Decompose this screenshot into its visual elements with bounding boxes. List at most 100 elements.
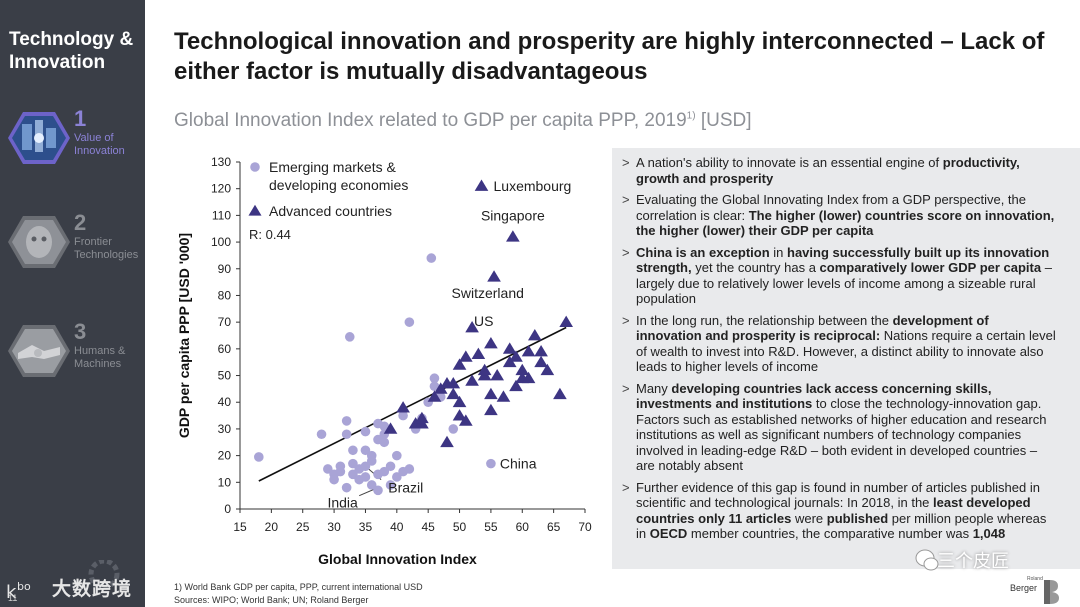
x-tick-label: 45	[422, 520, 436, 534]
emerging-market-point	[360, 472, 371, 482]
emerging-market-point	[360, 445, 371, 456]
emerging-market-point	[348, 469, 358, 480]
note-text: yet the country has a	[691, 260, 820, 275]
note-bold-text: having successfully built up its innovat…	[636, 244, 1050, 276]
x-tick-label: 65	[547, 520, 561, 534]
x-tick-label: 35	[359, 520, 373, 534]
x-tick-label: 15	[233, 520, 247, 534]
point-annotation: China	[500, 456, 537, 472]
chart-subtitle: Global Innovation Index related to GDP p…	[174, 110, 752, 132]
y-tick-label: 100	[211, 235, 231, 249]
point-annotation: India	[327, 494, 358, 510]
logo-roland-text: Roland	[1027, 576, 1043, 582]
emerging-market-point	[486, 458, 496, 469]
advanced-country-point	[427, 390, 442, 402]
advanced-country-point	[509, 350, 523, 362]
emerging-market-point	[335, 461, 346, 472]
advanced-country-point	[471, 347, 486, 360]
point-annotation: Brazil	[388, 480, 423, 496]
advanced-country-point	[477, 363, 492, 376]
advanced-country-point	[487, 270, 501, 282]
emerging-market-point	[448, 424, 459, 434]
sidebar-item-number: 3	[74, 319, 87, 344]
y-tick-label: 80	[218, 288, 232, 302]
emerging-market-point	[360, 461, 371, 472]
y-tick-label: 20	[218, 449, 232, 463]
scatter-chart: 0 10 20 30 40 50 60 70 80 90 100 110 120 130 15 20 25 30 3…	[176, 155, 592, 567]
sidebar-item-number: 2	[74, 210, 87, 235]
note-text: were	[791, 510, 827, 526]
emerging-market-point	[385, 461, 396, 472]
note-text: per million people whereas in	[636, 510, 1047, 542]
subtitle-footnote-marker: 1)	[686, 110, 696, 122]
point-annotation: US	[474, 313, 493, 329]
emerging-market-point	[329, 474, 339, 485]
note-text: – largely due to relatively lower levels…	[636, 260, 1052, 306]
note-bold-text: 1,048	[972, 526, 1006, 541]
sidebar-item-value-of-innovation[interactable]: 1 Value of Innovation	[8, 106, 143, 170]
advanced-country-point	[496, 390, 511, 402]
advanced-country-point	[506, 230, 520, 242]
advanced-country-point	[446, 377, 461, 389]
emerging-market-point	[426, 253, 437, 263]
legend-emerging-label-line2: developing economies	[269, 177, 408, 193]
emerging-market-point	[398, 410, 408, 421]
note-text: in	[769, 244, 787, 260]
advanced-country-point	[383, 422, 398, 434]
emerging-market-point	[404, 317, 415, 327]
note-text: Further evidence of this gap is found in…	[636, 479, 1040, 511]
legend-advanced-marker	[248, 204, 262, 216]
logo-berger-text: Berger	[1010, 583, 1038, 593]
emerging-market-point	[379, 466, 390, 477]
point-annotation: Singapore	[481, 208, 545, 224]
advanced-country-point	[490, 369, 505, 381]
emerging-market-point	[341, 482, 352, 493]
sidebar: Technology & Innovation 1 Value of Innov…	[0, 0, 145, 607]
advanced-country-point	[509, 379, 523, 392]
y-axis-title: GDP per capita PPP [USD '000]	[176, 233, 192, 438]
note-bold-text: published	[826, 510, 889, 526]
subtitle-text: Global Innovation Index related to GDP p…	[174, 110, 687, 131]
y-tick-label: 130	[211, 155, 231, 169]
advanced-country-point	[452, 395, 467, 408]
note-bold-text: OECD	[649, 526, 688, 541]
advanced-country-point	[446, 387, 461, 400]
x-tick-label: 70	[578, 520, 592, 534]
note-text: Many	[636, 380, 672, 396]
notes-panel: A nation's ability to innovate is an ess…	[612, 148, 1080, 569]
advanced-country-point	[415, 411, 429, 424]
note-bullet: In the long run, the relationship betwee…	[622, 313, 1056, 375]
note-text: to close the technology-innovation gap. …	[636, 396, 1047, 473]
x-tick-label: 25	[296, 520, 310, 534]
advanced-country-point	[540, 363, 555, 376]
note-bullet: Further evidence of this gap is found in…	[622, 479, 1056, 542]
y-tick-label: 120	[211, 182, 231, 196]
y-tick-label: 0	[224, 502, 231, 516]
emerging-market-point	[379, 421, 390, 432]
sidebar-item-humans-machines[interactable]: 3 Humans & Machines	[8, 319, 143, 383]
note-bold-text: productivity, growth and prosperity	[636, 155, 1020, 186]
note-bullet: China is an exception in having successf…	[622, 244, 1056, 307]
emerging-market-point	[348, 445, 358, 456]
note-bullet: Evaluating the Global Innovating Index f…	[622, 192, 1056, 239]
y-tick-label: 50	[218, 369, 232, 383]
advanced-country-point	[515, 363, 530, 376]
watermark-right: 三个皮匠	[937, 551, 1009, 571]
sidebar-item-frontier-technologies[interactable]: 2 Frontier Technologies	[8, 210, 143, 274]
y-tick-label: 110	[212, 208, 231, 222]
advanced-country-point	[452, 409, 467, 421]
sidebar-title: Technology & Innovation	[9, 29, 134, 73]
emerging-market-point	[366, 450, 377, 461]
gear-watermark-icon: k bo	[6, 560, 120, 603]
emerging-market-point	[392, 472, 402, 482]
emerging-market-point	[344, 332, 355, 342]
advanced-country-point	[484, 337, 498, 349]
y-tick-label: 90	[218, 262, 232, 276]
correlation-label: R: 0.44	[249, 227, 291, 242]
advanced-country-point	[458, 414, 473, 426]
page-number: 11	[8, 593, 18, 603]
note-text: Evaluating the Global Innovating Index f…	[636, 192, 1026, 223]
wechat-watermark-icon	[915, 549, 939, 571]
emerging-market-point	[404, 464, 415, 474]
note-bullet: Many developing countries lack access co…	[622, 380, 1056, 474]
